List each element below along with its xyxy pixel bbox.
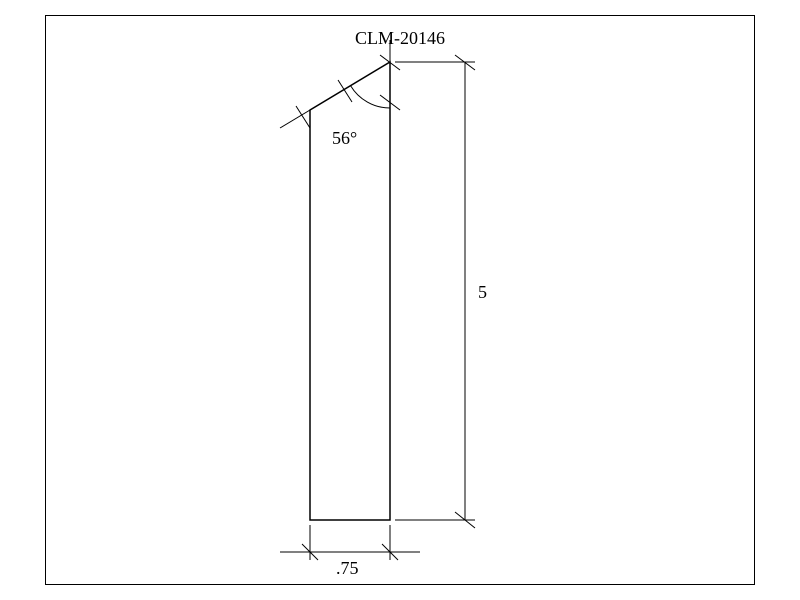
angle-arc [351, 86, 390, 108]
drawing-svg [0, 0, 800, 600]
dim-width-label: .75 [336, 558, 359, 579]
dim-height-label: 5 [478, 282, 487, 303]
tick [338, 80, 352, 102]
angle-label: 56° [332, 128, 357, 149]
